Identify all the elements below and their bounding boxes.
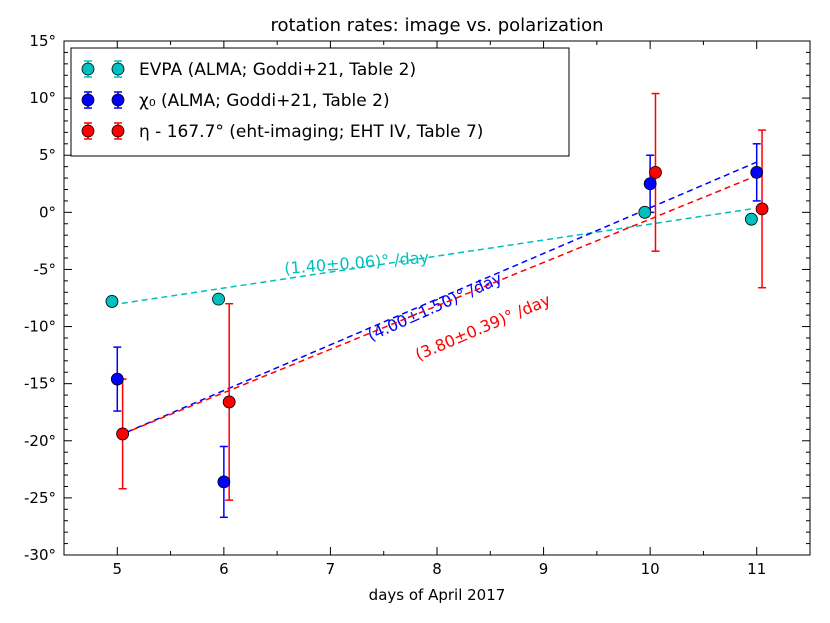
- x-tick-label: 7: [326, 560, 336, 578]
- chart-title: rotation rates: image vs. polarization: [270, 15, 603, 36]
- x-axis-title: days of April 2017: [369, 586, 506, 604]
- legend-marker: [111, 62, 125, 76]
- y-tick-label: -10°: [24, 318, 56, 336]
- y-tick-label: 5°: [39, 146, 56, 164]
- axes: 5 6 7 8 9 10 11 15° 10° 5° 0° -5° -10° -15° -20° -25° -3…: [24, 32, 811, 578]
- y-tick-label: -30°: [24, 546, 56, 564]
- legend-marker: [81, 62, 95, 76]
- x-tick-label: 11: [747, 560, 766, 578]
- x-tick-label: 5: [113, 560, 123, 578]
- data-point: [744, 212, 758, 226]
- y-tick-label: 15°: [29, 32, 56, 50]
- data-point: [649, 165, 662, 179]
- x-tick-label: 10: [641, 560, 660, 578]
- legend: EVPA (ALMA; Goddi+21, Table 2) χ₀ (ALMA; …: [70, 47, 570, 157]
- data-point: [217, 475, 231, 489]
- x-tick-label: 8: [432, 560, 442, 578]
- series-markers: [116, 165, 769, 441]
- data-point: [643, 177, 657, 191]
- y-tick-label: -15°: [24, 375, 56, 393]
- data-point: [638, 205, 652, 219]
- series-markers: [110, 165, 764, 489]
- legend-marker: [81, 124, 95, 138]
- data-point: [116, 427, 130, 441]
- x-tick-label: 9: [539, 560, 549, 578]
- legend-entry-label: η - 167.7° (eht-imaging; EHT IV, Table 7…: [139, 122, 483, 142]
- legend-marker: [81, 93, 95, 107]
- legend-marker: [111, 93, 125, 107]
- legend-entry-label: χ₀ (ALMA; Goddi+21, Table 2): [139, 91, 390, 111]
- data-series: [105, 92, 769, 519]
- data-point: [222, 395, 236, 409]
- x-tick-label: 6: [219, 560, 229, 578]
- legend-box: [70, 47, 570, 157]
- series-markers: [105, 205, 758, 308]
- y-tick-label: -5°: [34, 260, 56, 278]
- data-point: [755, 202, 769, 216]
- data-point: [105, 295, 119, 308]
- legend-marker: [111, 124, 125, 138]
- data-point: [750, 165, 764, 179]
- y-tick-label: -25°: [24, 489, 56, 507]
- fit-line: [116, 161, 758, 437]
- legend-entry-label: EVPA (ALMA; Goddi+21, Table 2): [139, 60, 416, 80]
- fit-line: [111, 208, 752, 306]
- data-point: [110, 372, 124, 386]
- y-tick-label: 10°: [29, 89, 56, 107]
- data-point: [212, 292, 225, 306]
- y-tick-label: 0°: [39, 203, 56, 221]
- y-tick-label: -20°: [24, 432, 56, 450]
